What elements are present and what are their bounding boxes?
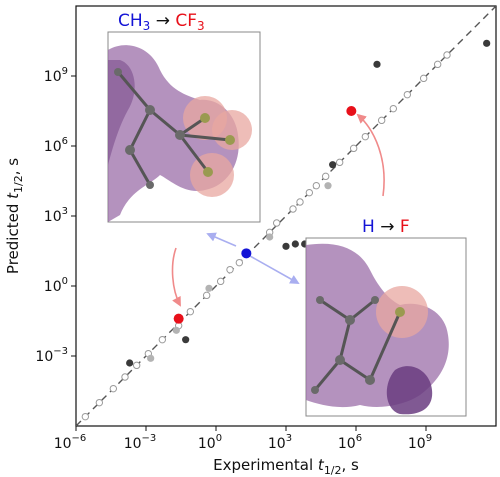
scatter-point <box>241 248 252 259</box>
y-tick-label: 109 <box>44 66 68 85</box>
scatter-point <box>172 326 180 334</box>
scatter-point <box>419 74 428 83</box>
y-tick-label: 106 <box>44 136 68 155</box>
scatter-point <box>403 90 412 99</box>
scatter-point <box>147 354 155 362</box>
inset-title-ch3-cf3: CH3 → CF3 <box>118 11 205 33</box>
data-points <box>81 39 491 421</box>
scatter-point <box>373 60 381 68</box>
scatter-point <box>296 198 304 206</box>
scatter-point <box>266 233 274 241</box>
scatter-point <box>186 307 195 316</box>
scatter-point <box>443 51 451 59</box>
scatter-point <box>158 335 167 344</box>
highlighted-points <box>173 106 357 324</box>
scatter-point <box>305 188 314 197</box>
scatter-point <box>329 161 337 169</box>
x-tick-label: 106 <box>338 433 362 452</box>
scatter-point <box>132 361 141 370</box>
scatter-point <box>109 384 118 393</box>
y-tick-label: 103 <box>44 206 68 225</box>
scatter-point <box>121 373 129 381</box>
scatter-point <box>182 336 190 344</box>
scatter-point <box>95 398 104 407</box>
x-axis-label: Experimental t1/2, s <box>213 456 359 477</box>
scatter-point <box>291 240 299 248</box>
scatter-point <box>289 205 297 213</box>
scatter-point <box>282 242 290 250</box>
scatter-point <box>81 412 90 421</box>
scatter-point <box>361 132 370 141</box>
scatter-point <box>312 181 321 190</box>
scatter-point <box>335 158 344 167</box>
scatter-point <box>324 182 332 190</box>
y-tick-label: 100 <box>44 276 68 295</box>
scatter-point <box>483 39 491 47</box>
molecule-inset-h-f: H → F <box>305 217 467 417</box>
axis-ticks: 10−6 10−3 100 103 106 109 10−3 100 103 106 109 <box>35 66 432 452</box>
scatter-point <box>235 258 244 267</box>
x-tick-label: 103 <box>268 433 292 452</box>
scatter-point <box>226 265 234 274</box>
scatter-point <box>126 359 134 367</box>
scatter-point <box>205 284 213 292</box>
scatter-point <box>216 277 225 286</box>
scatter-point <box>389 104 398 113</box>
scatter-point <box>349 144 358 153</box>
scatter-point <box>377 116 386 125</box>
x-tick-label: 100 <box>198 433 222 452</box>
scatter-point <box>346 106 357 116</box>
x-tick-label: 10−6 <box>54 433 87 452</box>
arrow-blue-right <box>249 255 300 284</box>
scatter-point <box>272 219 281 227</box>
y-axis-label: Predicted t1/2, s <box>4 158 25 274</box>
scatter-point <box>321 172 330 181</box>
molecule-inset-ch3-cf3: CH3 → CF3 <box>107 11 261 223</box>
scatter-point <box>433 60 442 69</box>
arrow-red-upper <box>356 113 385 197</box>
y-tick-label: 10−3 <box>35 346 68 365</box>
arrow-blue-left <box>206 232 237 247</box>
scatter-point <box>173 313 184 324</box>
inset-title-h-f: H → F <box>362 217 410 237</box>
arrow-red-lower <box>171 247 181 307</box>
scatter-point <box>202 291 211 300</box>
x-tick-label: 10−3 <box>124 433 157 452</box>
x-tick-label: 109 <box>408 433 432 452</box>
